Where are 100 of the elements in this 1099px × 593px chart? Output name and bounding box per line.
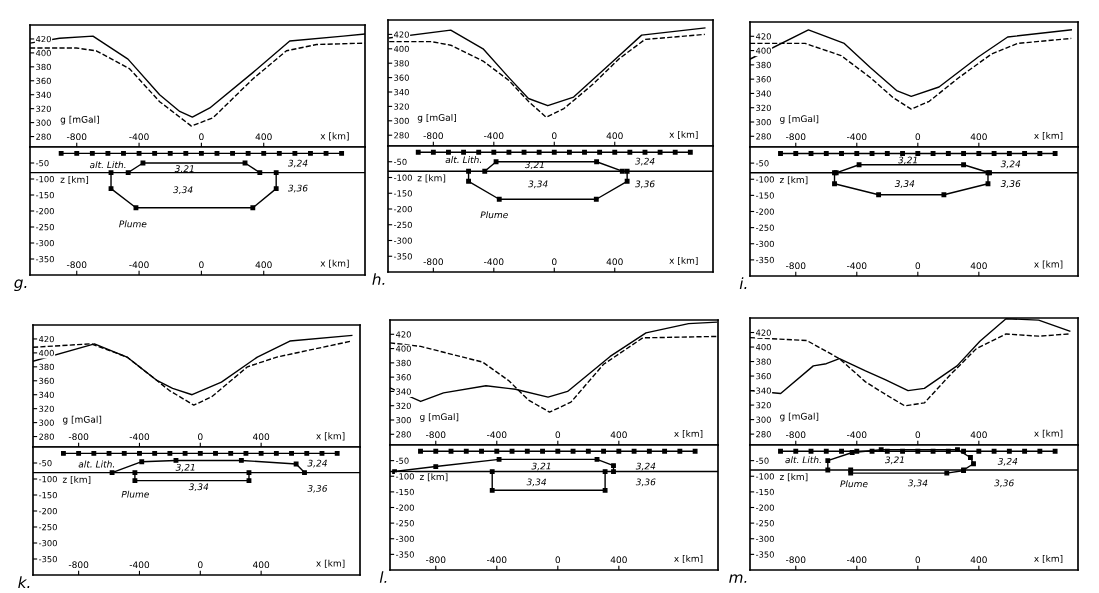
- x-tick-label: -400: [486, 556, 507, 564]
- x-tick-label: -800: [66, 261, 87, 269]
- y-tick-label: 420: [38, 335, 54, 343]
- annotation: alt. Lith.: [78, 460, 115, 468]
- y-tick-label: 300: [756, 416, 771, 423]
- y-tick-label: -200: [755, 208, 774, 215]
- x-tick-label: 0: [198, 561, 203, 569]
- y-tick-label: -200: [38, 507, 57, 515]
- y-tick-label: -350: [393, 253, 412, 260]
- annotation: 3,34: [173, 186, 193, 195]
- x-tick-label: -400: [129, 433, 150, 441]
- y-tick-label: 300: [36, 119, 51, 126]
- y-tick-label: -150: [38, 491, 57, 499]
- y-axis-title: g [mGal]: [60, 115, 99, 125]
- y-tick-label: 340: [756, 387, 771, 394]
- x-tick-label: 400: [970, 262, 987, 270]
- x-tick-label: 400: [606, 258, 623, 266]
- x-axis-title: x [km]: [320, 259, 349, 268]
- y-axis-title: g [mGal]: [420, 413, 459, 422]
- y-tick-label: 420: [35, 35, 51, 43]
- annotation: Plume: [480, 211, 508, 219]
- y-tick-label: 400: [395, 345, 411, 352]
- y-tick-label: 300: [39, 419, 54, 426]
- y-tick-label: 320: [39, 405, 54, 412]
- y-tick-label: 380: [36, 63, 51, 71]
- text: k.: [18, 576, 30, 588]
- y-tick-label: 360: [756, 76, 771, 83]
- y-tick-label: 320: [396, 402, 411, 409]
- y-tick-label: 280: [756, 431, 771, 438]
- y-tick-label: -300: [393, 237, 412, 244]
- y-tick-label: -200: [393, 205, 412, 213]
- y-axis-title: z [km]: [62, 475, 91, 484]
- y-axis-title: g [mGal]: [417, 113, 456, 123]
- x-tick-label: -800: [785, 431, 806, 439]
- annotation: 3,21: [884, 456, 904, 465]
- y-tick-label: 380: [394, 60, 409, 67]
- y-axis-title: g [mGal]: [62, 415, 102, 425]
- y-tick-label: -250: [35, 223, 54, 231]
- y-tick-label: -300: [755, 240, 774, 248]
- y-tick-label: 420: [393, 31, 409, 38]
- annotation: 3,34: [907, 479, 928, 488]
- x-tick-label: 400: [255, 261, 272, 269]
- y-tick-label: 320: [36, 105, 51, 112]
- y-tick-label: 420: [755, 33, 771, 40]
- annotation: 3,34: [526, 478, 547, 487]
- x-tick-label: -400: [846, 133, 867, 141]
- y-tick-label: -200: [395, 504, 414, 511]
- annotation: 3,34: [528, 180, 548, 189]
- annotation: 3,21: [175, 463, 195, 472]
- annotation: alt. Lith.: [785, 456, 821, 464]
- y-axis-title: z [km]: [419, 473, 448, 482]
- y-tick-label: -50: [755, 457, 769, 464]
- x-tick-label: -400: [846, 556, 867, 564]
- y-tick-label: 280: [36, 133, 51, 140]
- y-tick-label: 380: [396, 359, 411, 367]
- y-tick-label: -50: [395, 457, 409, 464]
- x-tick-label: 0: [915, 431, 921, 439]
- text: h.: [372, 273, 385, 285]
- y-tick-label: 360: [756, 373, 771, 380]
- x-tick-label: 0: [915, 556, 921, 564]
- y-tick-label: 340: [396, 388, 411, 395]
- y-tick-label: -300: [38, 539, 57, 547]
- y-tick-label: 320: [756, 402, 771, 409]
- annotation: 3,24: [635, 462, 656, 471]
- y-axis-title: g [mGal]: [780, 412, 819, 422]
- annotation: Plume: [119, 220, 147, 228]
- y-tick-label: -100: [395, 473, 414, 480]
- x-tick-label: 0: [199, 261, 204, 269]
- y-tick-label: 320: [756, 104, 771, 111]
- x-tick-label: -800: [785, 262, 806, 270]
- annotation: Plume: [121, 490, 149, 498]
- x-tick-label: 400: [252, 433, 270, 441]
- y-tick-label: -150: [755, 192, 774, 199]
- annotation: 3,21: [531, 462, 551, 471]
- y-tick-label: -100: [755, 176, 774, 183]
- y-tick-label: -150: [35, 191, 54, 199]
- y-tick-label: 400: [393, 45, 409, 53]
- annotation: 3,24: [287, 159, 308, 168]
- y-tick-label: -100: [755, 473, 774, 480]
- annotation: 3,36: [1000, 180, 1021, 188]
- y-tick-label: -250: [755, 224, 774, 231]
- text: l.: [379, 571, 387, 583]
- x-tick-label: 400: [255, 133, 272, 141]
- y-tick-label: -250: [395, 520, 414, 527]
- x-axis-title: x [km]: [320, 132, 349, 141]
- x-tick-label: 400: [252, 561, 270, 569]
- x-axis-title: x [km]: [316, 432, 345, 441]
- y-tick-label: -300: [755, 535, 774, 543]
- y-tick-label: 360: [396, 374, 411, 381]
- x-tick-label: 0: [199, 133, 204, 141]
- y-tick-label: 400: [755, 47, 771, 54]
- annotation: 3,24: [997, 457, 1018, 466]
- x-tick-label: -800: [66, 133, 87, 141]
- y-tick-label: 380: [756, 61, 771, 69]
- annotation: Plume: [840, 480, 868, 488]
- y-tick-label: 300: [756, 118, 771, 126]
- y-tick-label: 300: [396, 416, 411, 424]
- x-tick-label: 400: [970, 133, 987, 141]
- annotation: 3,36: [994, 479, 1014, 488]
- x-axis-title: x [km]: [1034, 132, 1063, 141]
